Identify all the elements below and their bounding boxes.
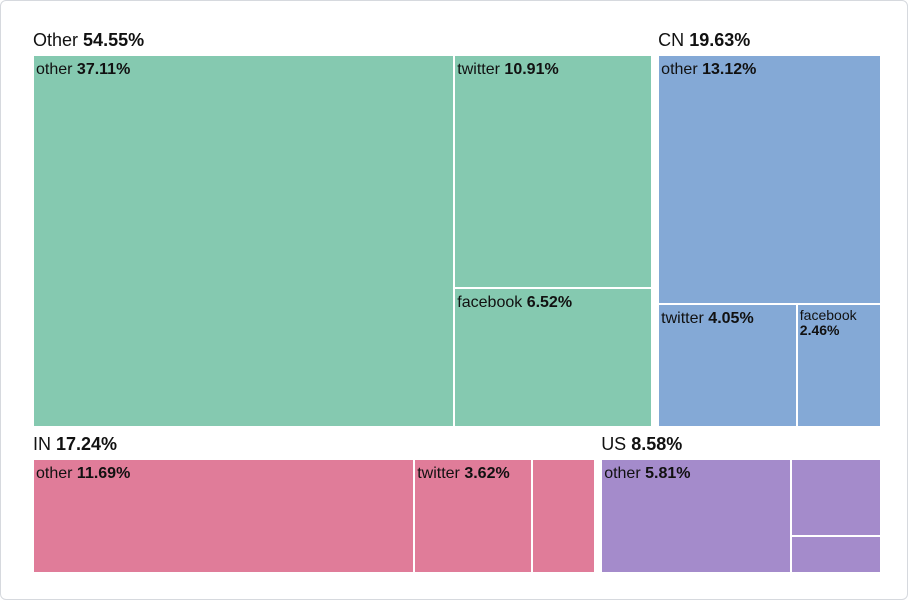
cell-name: other [661, 61, 698, 78]
cell-value: 3.62% [464, 465, 510, 483]
group-value: 17.24% [56, 434, 118, 455]
group-value: 19.63% [689, 30, 751, 50]
group-name: Other [33, 30, 79, 50]
treemap-cell: facebook 2.46% [796, 303, 881, 428]
treemap-cell: other 13.12% [658, 55, 881, 304]
cell-name: twitter [417, 465, 460, 483]
group-label: Other 54.55% [33, 29, 144, 51]
treemap-cell: twitter 3.62% [414, 459, 533, 573]
cell-value: 13.12% [702, 61, 757, 78]
group-label: US 8.58% [601, 433, 682, 455]
group-label: IN 17.24% [33, 433, 117, 455]
group-value: 54.55% [83, 30, 145, 50]
group-name: CN [658, 30, 685, 50]
group-label: CN 19.63% [658, 29, 750, 51]
cell-value: 5.81% [645, 465, 691, 483]
cell-value: 11.69% [76, 465, 131, 483]
cell-name: other [36, 465, 73, 483]
group-name: IN [33, 434, 51, 455]
cell-name: twitter [661, 309, 704, 327]
cell-value: 10.91% [504, 61, 559, 78]
treemap-cell [790, 459, 881, 537]
cell-name: other [36, 61, 73, 78]
treemap-cell: other 37.11% [33, 55, 455, 428]
cell-value: 6.52% [526, 293, 573, 311]
cell-value: 37.11% [76, 61, 131, 78]
treemap-cell: facebook 6.52% [454, 287, 653, 428]
group-name: US [601, 434, 627, 455]
treemap-cell: twitter 10.91% [454, 55, 653, 288]
group-value: 8.58% [631, 434, 683, 455]
cell-name: twitter [457, 61, 500, 78]
cell-value: 4.05% [708, 309, 754, 327]
treemap-cell: other 11.69% [33, 459, 415, 573]
cell-name: facebook [799, 306, 857, 323]
treemap-cell: other 5.81% [601, 459, 791, 573]
cell-value: 2.46% [799, 321, 840, 338]
treemap-cell [790, 536, 881, 573]
treemap-cell [532, 459, 596, 573]
cell-name: facebook [457, 293, 523, 311]
cell-name: other [604, 465, 641, 483]
treemap-cell: twitter 4.05% [658, 303, 797, 428]
